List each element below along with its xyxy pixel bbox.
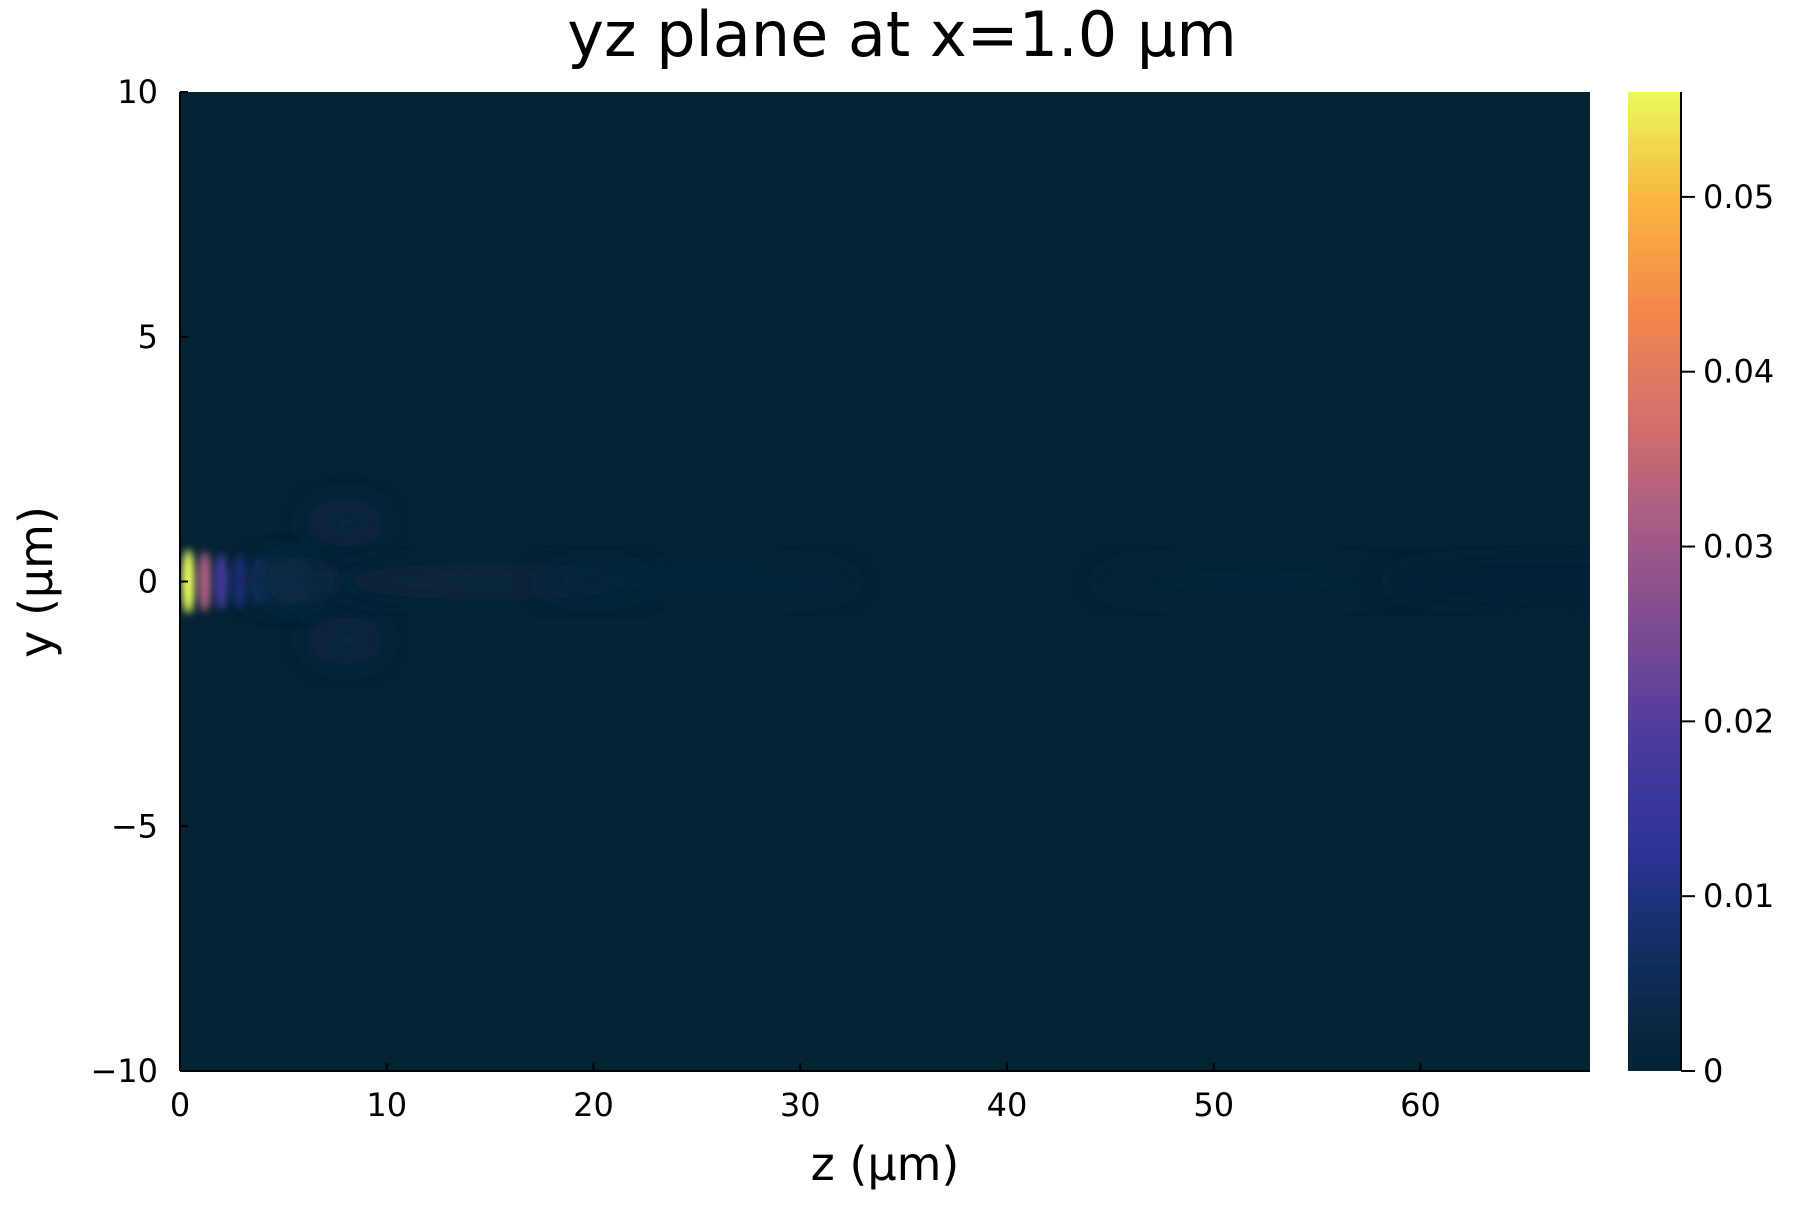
- heatmap-feature: [305, 498, 386, 547]
- x-tick-label: 20: [573, 1086, 614, 1124]
- x-tick-label: 40: [987, 1086, 1028, 1124]
- x-tick-label: 30: [780, 1086, 821, 1124]
- heatmap-feature: [181, 549, 196, 614]
- x-tick-label: 10: [366, 1086, 407, 1124]
- colorbar-tick-label: 0.04: [1703, 353, 1774, 391]
- colorbar-tick-label: 0: [1703, 1052, 1723, 1090]
- heatmap-feature: [214, 553, 229, 610]
- heatmap-feature: [536, 563, 857, 600]
- colorbar-tick-label: 0.05: [1703, 178, 1774, 216]
- colorbar-tick-label: 0.03: [1703, 528, 1774, 566]
- heatmap-feature: [305, 616, 386, 665]
- x-tick-label: 50: [1193, 1086, 1234, 1124]
- chart-title: yz plane at x=1.0 μm: [567, 0, 1236, 71]
- y-axis: 10 5 0 −5 −10: [90, 73, 188, 1090]
- y-tick-label: 10: [117, 73, 158, 111]
- y-tick-label: −10: [90, 1052, 158, 1090]
- y-tick-label: 5: [138, 318, 158, 356]
- colorbar-tick-label: 0.02: [1703, 702, 1774, 740]
- heatmap-feature: [197, 551, 212, 612]
- y-axis-label: y (μm): [9, 506, 63, 658]
- colorbar-axis: 0 0.01 0.02 0.03 0.04 0.05: [1680, 92, 1774, 1090]
- heatmap-feature: [264, 557, 345, 606]
- x-axis-label: z (μm): [811, 1137, 960, 1191]
- colorbar: [1628, 92, 1681, 1071]
- y-tick-label: 0: [138, 563, 158, 601]
- x-tick-label: 0: [170, 1086, 190, 1124]
- heatmap-feature: [1384, 563, 1590, 600]
- heatmap-feature: [1095, 563, 1416, 600]
- x-axis: 0 10 20 30 40 50 60: [170, 1063, 1590, 1124]
- colorbar-tick-label: 0.01: [1703, 877, 1774, 915]
- x-tick-label: 60: [1400, 1086, 1441, 1124]
- y-tick-label: −5: [111, 807, 158, 845]
- heatmap-features: [181, 498, 1590, 665]
